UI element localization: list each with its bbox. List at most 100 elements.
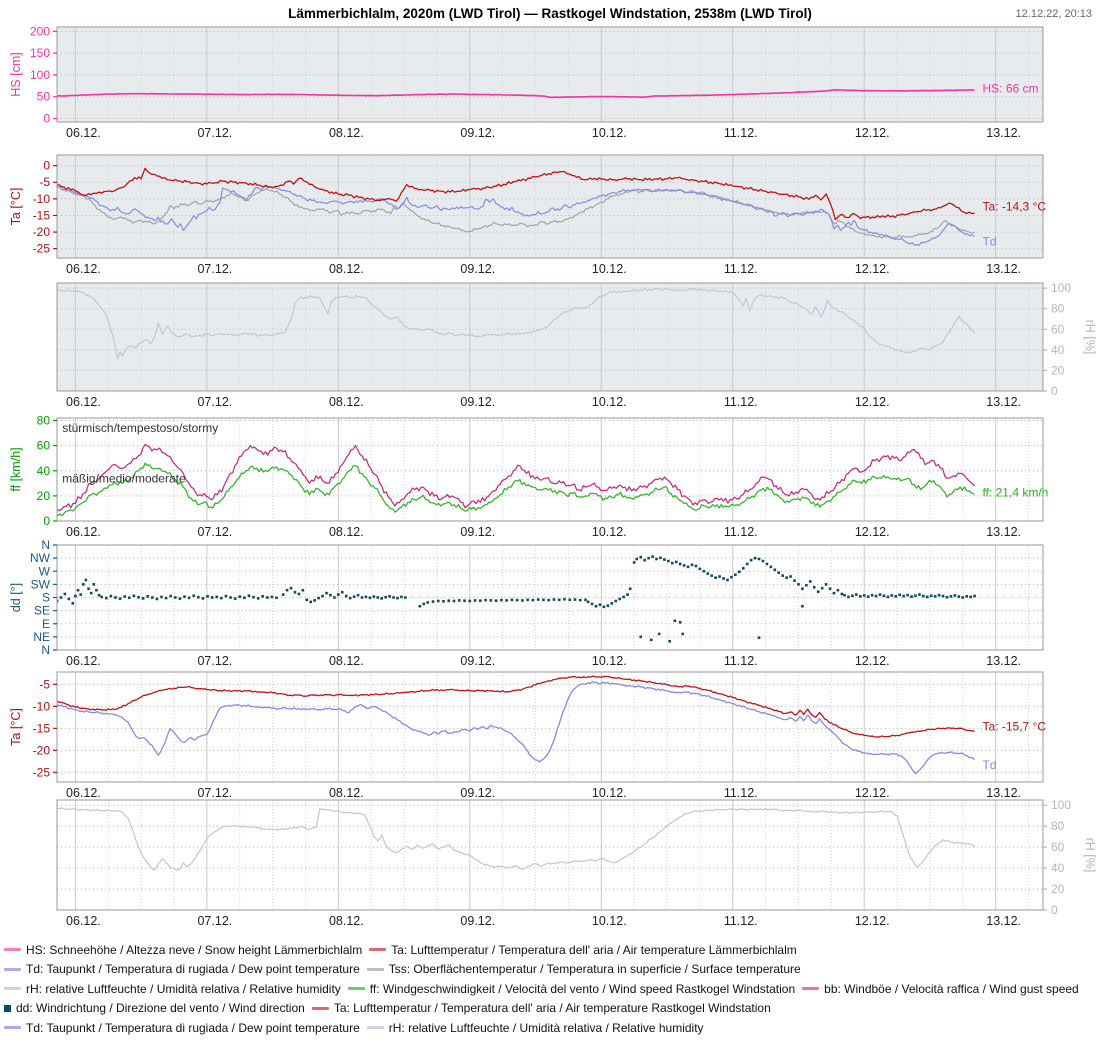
y-tick-label: SE — [34, 604, 50, 618]
legend-row: HS: Schneehöhe / Altezza neve / Snow hei… — [4, 940, 1096, 960]
x-tick-label: 10.12. — [592, 126, 627, 140]
panel-hs: 0 50 100 150 200 HS [cm] 06.12. 07.12. 08.12. 09.… — [9, 24, 1044, 140]
legend-label: rH: relative Luftfeuchte / Umidità relat… — [26, 981, 341, 996]
legend-item: Ta: Lufttemperatur / Temperatura dell' a… — [369, 943, 797, 957]
panel-rh1: 0 20 40 60 80 100 rH [%] 06.12. 07.12. 08.12. 09.1… — [56, 281, 1097, 409]
x-tick-label: 08.12. — [329, 262, 364, 276]
x-tick-label: 12.12. — [855, 126, 890, 140]
x-tick-label: 07.12. — [197, 126, 232, 140]
y-tick-label: SW — [31, 577, 51, 591]
y-tick-label: S — [42, 591, 50, 605]
y-axis-title: HS [cm] — [9, 52, 23, 96]
x-tick-label: 12.12. — [855, 525, 890, 539]
x-tick-label: 08.12. — [329, 126, 364, 140]
y-tick-label: 100 — [1051, 798, 1071, 812]
legend-line-swatch — [366, 967, 384, 971]
x-tick-label: 07.12. — [197, 786, 232, 800]
legend-label: dd: Windrichtung / Direzione del vento /… — [16, 1001, 305, 1016]
x-tick-label: 10.12. — [592, 262, 627, 276]
legend-label: bb: Windböe / Velocità raffica / Wind gu… — [824, 981, 1079, 996]
y-axis-title: ff [km/h] — [9, 447, 23, 491]
x-tick-label: 08.12. — [329, 786, 364, 800]
series-Ta — [57, 675, 975, 738]
y-tick-label: 100 — [30, 68, 50, 82]
x-tick-label: 11.12. — [724, 525, 758, 539]
legend-label: Td: Taupunkt / Temperatura di rugiada / … — [26, 962, 360, 977]
annotation-label: stürmisch/tempestoso/stormy — [62, 421, 218, 435]
y-tick-label: 0 — [43, 112, 50, 126]
series-Td — [57, 185, 975, 246]
series-Tss — [57, 186, 975, 239]
y-tick-label: -25 — [33, 242, 51, 256]
x-tick-label: 11.12. — [724, 395, 758, 409]
x-tick-label: 06.12. — [66, 525, 101, 539]
annotation-label: ff: 21,4 km/h — [983, 486, 1049, 500]
legend-square-swatch — [4, 1004, 11, 1012]
legend-item: rH: relative Luftfeuchte / Umidità relat… — [366, 1021, 704, 1035]
series-rH — [57, 807, 975, 871]
y-tick-label: 0 — [43, 159, 50, 173]
x-tick-label: 10.12. — [592, 654, 627, 668]
y-tick-label: 80 — [1051, 819, 1065, 833]
panel-rh2: 0 20 40 60 80 100 rH [%] 06.12. 07.12. 08.12. 09.1… — [56, 798, 1097, 928]
y-tick-label: 80 — [37, 414, 51, 428]
y-tick-label: -15 — [33, 208, 51, 222]
plot-area — [57, 155, 1043, 258]
x-tick-label: 09.12. — [460, 914, 495, 928]
x-tick-label: 10.12. — [592, 525, 627, 539]
y-tick-label: NW — [30, 551, 51, 565]
annotation-label: Ta: -14,3 °C — [983, 200, 1047, 214]
x-tick-label: 13.12. — [986, 262, 1021, 276]
legend-item: dd: Windrichtung / Direzione del vento /… — [4, 1001, 305, 1015]
plot-area — [57, 800, 1043, 910]
x-tick-label: 06.12. — [66, 654, 101, 668]
x-tick-label: 09.12. — [460, 262, 495, 276]
y-tick-label: 100 — [1051, 281, 1071, 295]
y-tick-label: -5 — [39, 677, 50, 691]
series-ff — [57, 462, 975, 517]
legend-row: rH: relative Luftfeuchte / Umidità relat… — [4, 979, 1096, 999]
legend-label: ff: Windgeschwindigkeit / Velocità del v… — [369, 981, 796, 996]
y-tick-label: N — [41, 538, 50, 552]
y-tick-label: 60 — [1051, 322, 1065, 336]
legend-line-swatch — [4, 967, 21, 971]
y-tick-label: -10 — [33, 192, 51, 206]
x-tick-label: 12.12. — [855, 395, 890, 409]
legend-item: ff: Windgeschwindigkeit / Velocità del v… — [347, 981, 796, 996]
x-tick-label: 09.12. — [460, 654, 495, 668]
y-tick-label: 200 — [30, 24, 50, 38]
y-tick-label: -10 — [33, 699, 51, 713]
x-tick-label: 09.12. — [460, 525, 495, 539]
x-tick-label: 12.12. — [855, 654, 890, 668]
y-tick-label: 40 — [1051, 343, 1065, 357]
x-tick-label: 13.12. — [986, 395, 1021, 409]
annotation-label: HS: 66 cm — [983, 81, 1039, 95]
y-axis-title: rH [%] — [1083, 838, 1097, 873]
x-tick-label: 12.12. — [855, 786, 890, 800]
legend-label: Ta: Lufttemperatur / Temperatura dell' a… — [391, 942, 797, 957]
x-tick-label: 07.12. — [197, 525, 232, 539]
y-axis-title: rH [%] — [1083, 320, 1097, 355]
y-axis-title: Ta [°C] — [9, 188, 23, 226]
legend-line-swatch — [366, 1026, 384, 1030]
legend-label: HS: Schneehöhe / Altezza neve / Snow hei… — [26, 942, 363, 957]
annotation-label: Td — [983, 758, 997, 772]
plot-area — [57, 283, 1043, 391]
series-Ta — [57, 167, 975, 221]
y-tick-label: -15 — [33, 721, 51, 735]
y-tick-label: 60 — [1051, 840, 1065, 854]
legend-line-swatch — [369, 948, 387, 952]
x-tick-label: 13.12. — [986, 126, 1021, 140]
series-HS — [57, 89, 975, 99]
annotation-label: Ta: -15,7 °C — [983, 720, 1047, 734]
x-tick-label: 12.12. — [855, 914, 890, 928]
x-tick-label: 08.12. — [329, 914, 364, 928]
plot-area — [57, 418, 1043, 521]
render-timestamp: 12.12.22, 20:13 — [1015, 8, 1092, 20]
y-tick-label: 0 — [1051, 384, 1058, 398]
legend-line-swatch — [347, 987, 365, 991]
legend-item: Td: Taupunkt / Temperatura di rugiada / … — [4, 962, 360, 976]
y-tick-label: E — [42, 617, 50, 631]
